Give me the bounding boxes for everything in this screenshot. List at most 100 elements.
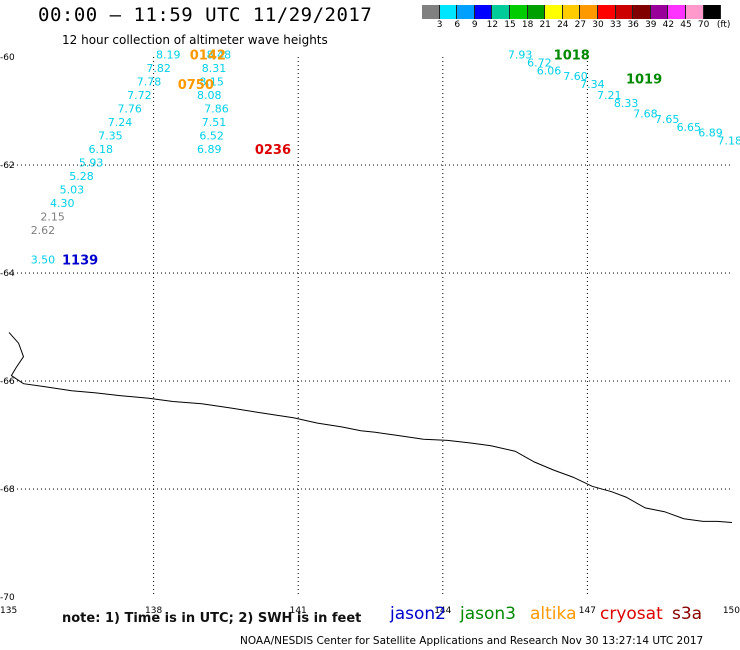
color-scale-label: 9 (471, 20, 478, 30)
swh-reading: 4.30 (50, 197, 75, 210)
color-scale-swatch (685, 5, 704, 19)
pass-time-label: 1139 (62, 254, 98, 269)
antarctic-coastline (8, 332, 733, 523)
units-note: note: 1) Time is in UTC; 2) SWH is in fe… (62, 611, 362, 626)
pass-time-label: 0142 (190, 48, 226, 63)
swh-reading: 5.93 (79, 156, 104, 169)
swh-reading: 7.76 (117, 102, 142, 115)
color-scale-swatch (633, 5, 651, 19)
credit-footer: NOAA/NESDIS Center for Satellite Applica… (240, 635, 704, 647)
lon-tick-label: 147 (579, 606, 596, 616)
lon-tick-label: 150 (723, 606, 740, 616)
color-scale-swatch (527, 5, 546, 19)
lon-tick-label: 144 (434, 606, 451, 616)
pass-time-label: 1018 (554, 48, 590, 63)
swh-reading: 2.62 (31, 224, 56, 237)
swh-reading: 6.65 (677, 121, 702, 134)
swh-reading: 7.21 (597, 89, 622, 102)
lat-tick-label: -62 (0, 161, 15, 171)
color-scale-swatch (615, 5, 634, 19)
swh-reading: 8.31 (202, 62, 227, 75)
swh-reading: 6.89 (698, 127, 723, 140)
swh-reading: 5.03 (60, 183, 85, 196)
swh-reading: 8.19 (156, 48, 181, 61)
swh-reading: 6.52 (199, 129, 224, 142)
lat-tick-label: -66 (0, 377, 15, 387)
color-scale-swatch (668, 5, 686, 19)
color-scale-unit: (ft) (716, 20, 731, 30)
swh-reading: 7.51 (202, 116, 227, 129)
swh-reading: 8.15 (199, 75, 224, 88)
color-scale-swatch (650, 5, 669, 19)
color-scale-label: 27 (574, 20, 587, 30)
legend-entry-jason2: jason2 (390, 604, 446, 624)
swh-reading: 7.68 (633, 108, 658, 121)
color-scale-swatch (439, 5, 458, 19)
swh-reading: 7.78 (137, 75, 162, 88)
color-scale-label: 6 (454, 20, 461, 30)
color-scale-swatch (492, 5, 510, 19)
swh-reading: 2.15 (40, 210, 65, 223)
color-scale-swatch (703, 5, 722, 19)
swh-reading: 3.50 (31, 254, 56, 267)
swh-reading: 7.35 (98, 129, 123, 142)
swh-reading: 7.18 (718, 135, 740, 148)
swh-reading: 7.65 (655, 113, 680, 126)
pass-time-label: 1019 (626, 73, 662, 88)
color-scale-label: 42 (662, 20, 675, 30)
swh-reading: 7.60 (563, 70, 588, 83)
legend-entry-s3a: s3a (672, 604, 703, 624)
color-scale-swatches (422, 5, 740, 19)
swh-reading: 7.72 (127, 89, 152, 102)
swh-reading: 6.72 (527, 56, 552, 69)
color-scale-swatch (580, 5, 598, 19)
latitude-labels: -60 -62 -64 -66 -68 -70 (0, 53, 15, 603)
color-scale-swatch (562, 5, 581, 19)
swh-reading: 6.06 (537, 65, 562, 78)
color-scale-swatch (457, 5, 475, 19)
wave-height-readings: 3.50 2.622.154.305.035.285.936.187.357.24… (31, 48, 740, 268)
color-scale-swatch (545, 5, 563, 19)
color-scale-label: 3 (436, 20, 443, 30)
color-scale-label: 70 (697, 20, 710, 30)
swh-reading: 6.89 (197, 143, 222, 156)
swh-reading: 7.34 (580, 78, 605, 91)
swh-reading: 7.82 (146, 62, 171, 75)
color-scale-label: 15 (504, 20, 516, 30)
color-scale-label: 36 (627, 20, 639, 30)
wave-height-color-scale: 3 6 9 12 15 18 21 24 27 30 33 36 39 42 45 70 (ft) (422, 5, 740, 33)
color-scale-label: 45 (680, 20, 692, 30)
color-scale-swatch (422, 5, 440, 19)
lon-tick-label: 135 (0, 606, 17, 616)
swh-reading: 7.24 (108, 116, 133, 129)
graticule (9, 57, 732, 597)
color-scale-label: 39 (645, 20, 657, 30)
pass-time-label: 0236 (255, 143, 291, 158)
color-scale-label: 18 (521, 20, 534, 30)
swh-reading: 7.86 (204, 102, 229, 115)
lat-tick-label: -68 (0, 485, 15, 495)
legend-entry-altika: altika (530, 604, 577, 624)
color-scale-label: 30 (592, 20, 604, 30)
color-scale-label: 24 (557, 20, 569, 30)
color-scale-labels: 3 6 9 12 15 18 21 24 27 30 33 36 39 42 45 70 (ft) (422, 19, 740, 33)
lon-tick-label: 141 (290, 606, 307, 616)
swh-reading: 6.18 (89, 143, 114, 156)
color-scale-label: 33 (609, 20, 622, 30)
lat-tick-label: -70 (0, 593, 15, 603)
color-scale-swatch (509, 5, 528, 19)
color-scale-swatch (597, 5, 616, 19)
lat-tick-label: -64 (0, 269, 15, 279)
lon-tick-label: 138 (145, 606, 162, 616)
swh-reading: 7.93 (508, 48, 533, 61)
swh-reading: 5.28 (69, 170, 94, 183)
longitude-labels: 135 138 141 144 147 150 (0, 606, 740, 616)
swh-reading: 8.48 (207, 48, 232, 61)
swh-reading: 8.33 (614, 97, 639, 110)
pass-time-label: 0750 (178, 78, 214, 93)
legend-entry-cryosat: cryosat (600, 604, 663, 624)
lat-tick-label: -60 (0, 53, 15, 63)
color-scale-swatch (474, 5, 493, 19)
